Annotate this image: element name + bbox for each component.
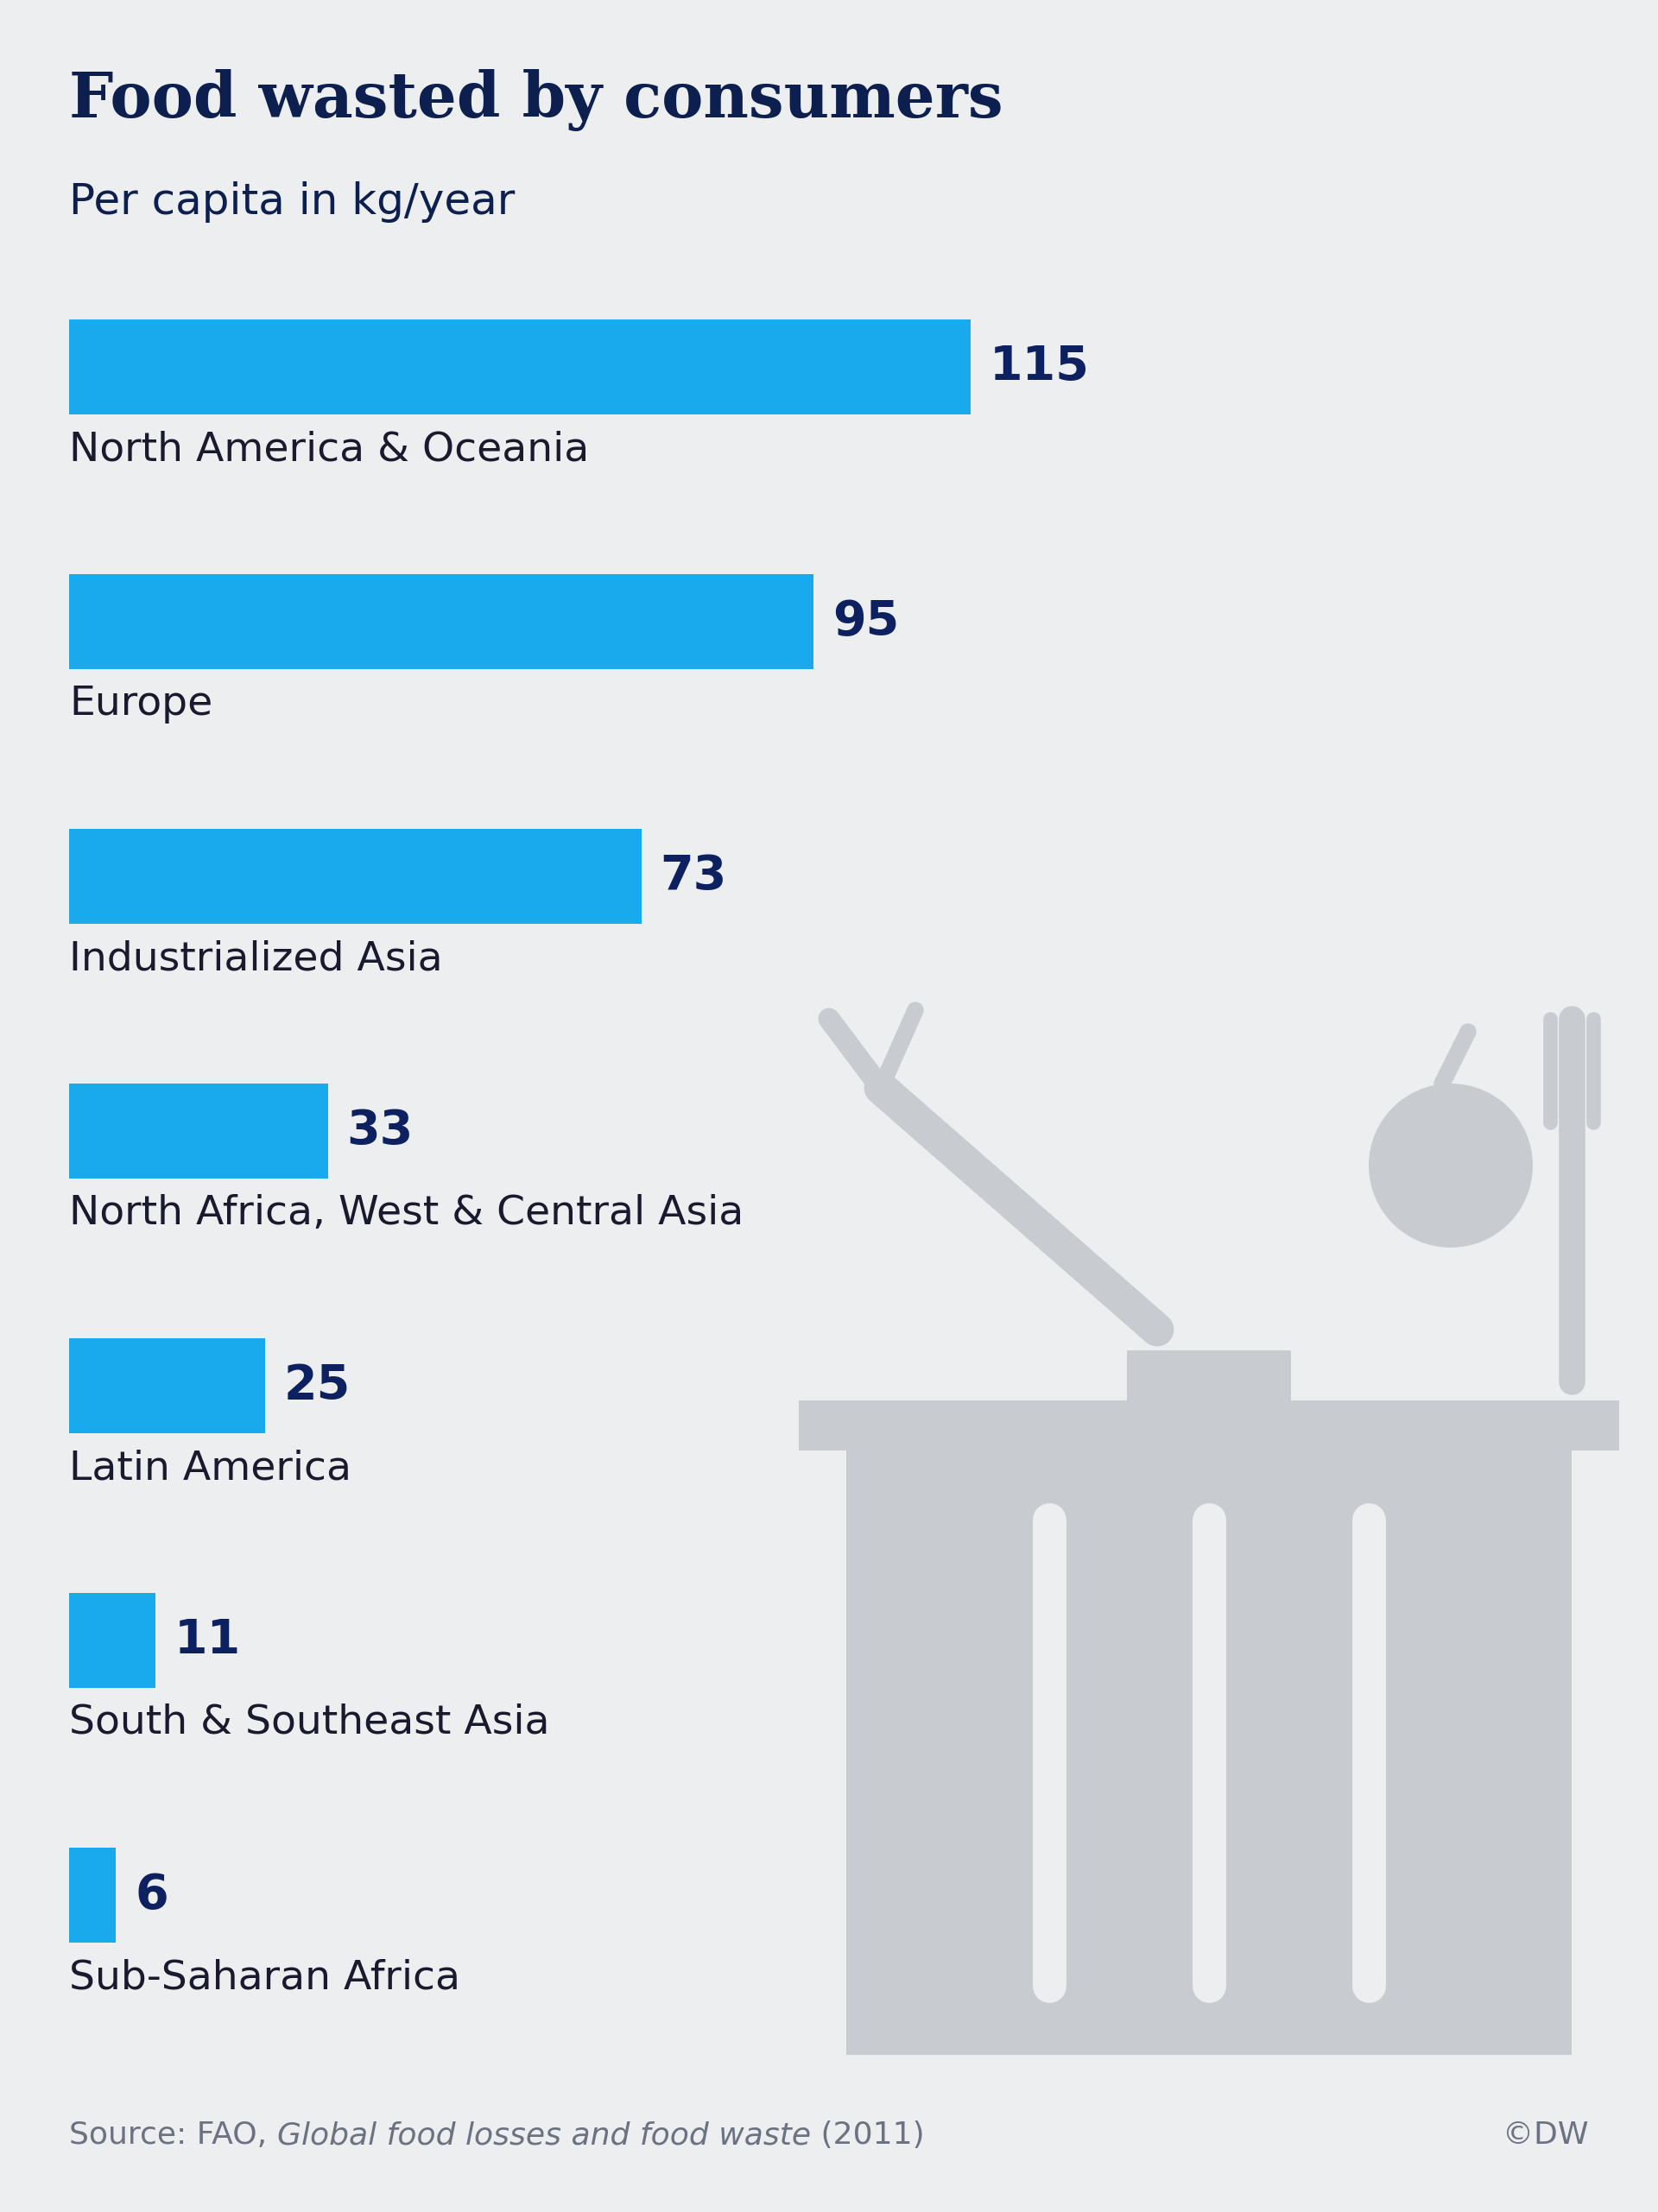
Text: 11: 11	[174, 1617, 240, 1663]
Text: Sub-Saharan Africa: Sub-Saharan Africa	[70, 1958, 461, 1997]
FancyBboxPatch shape	[70, 1084, 328, 1179]
Text: Source: FAO,: Source: FAO,	[70, 2121, 277, 2150]
Text: Per capita in kg/year: Per capita in kg/year	[70, 181, 516, 223]
Text: 6: 6	[134, 1871, 169, 1918]
Text: Global food losses and food waste: Global food losses and food waste	[277, 2121, 811, 2150]
Circle shape	[1370, 1084, 1532, 1248]
Text: ©DW: ©DW	[1502, 2121, 1588, 2150]
Text: North America & Oceania: North America & Oceania	[70, 429, 589, 469]
FancyBboxPatch shape	[799, 1400, 1620, 1451]
FancyBboxPatch shape	[70, 1847, 116, 1942]
Text: 73: 73	[660, 854, 726, 900]
Text: 33: 33	[347, 1108, 413, 1155]
Text: (2011): (2011)	[811, 2121, 924, 2150]
Text: 115: 115	[990, 343, 1089, 389]
Text: South & Southeast Asia: South & Southeast Asia	[70, 1703, 550, 1743]
Text: 25: 25	[284, 1363, 351, 1409]
Text: Europe: Europe	[70, 686, 212, 723]
FancyBboxPatch shape	[70, 1593, 156, 1688]
FancyBboxPatch shape	[70, 319, 970, 414]
Text: Food wasted by consumers: Food wasted by consumers	[70, 69, 1003, 131]
Text: Latin America: Latin America	[70, 1449, 351, 1489]
Text: Industrialized Asia: Industrialized Asia	[70, 940, 443, 978]
FancyBboxPatch shape	[1127, 1349, 1292, 1400]
FancyBboxPatch shape	[70, 830, 642, 925]
FancyBboxPatch shape	[70, 575, 814, 668]
Text: 95: 95	[832, 597, 899, 646]
Text: North Africa, West & Central Asia: North Africa, West & Central Asia	[70, 1194, 744, 1232]
FancyBboxPatch shape	[70, 1338, 265, 1433]
FancyBboxPatch shape	[846, 1451, 1572, 2055]
